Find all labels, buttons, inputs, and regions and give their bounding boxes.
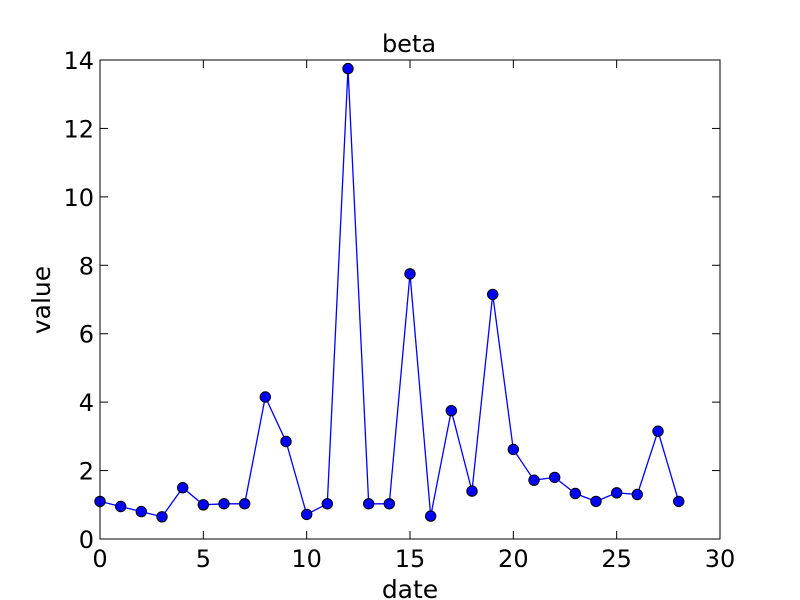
data-point — [611, 487, 623, 499]
data-point — [569, 487, 581, 500]
data-point — [425, 510, 437, 522]
data-point — [342, 62, 354, 75]
data-point — [218, 498, 230, 510]
y-tick-label: 4 — [79, 389, 94, 417]
data-point — [115, 500, 127, 513]
y-tick-label: 2 — [79, 458, 94, 486]
series-line — [99, 68, 680, 518]
data-point — [156, 511, 168, 523]
data-point — [466, 485, 478, 497]
y-tick-label: 6 — [79, 321, 94, 349]
x-axis-label: date — [382, 575, 438, 600]
y-tick-label: 0 — [79, 526, 94, 554]
data-point — [135, 505, 148, 518]
data-point — [363, 498, 375, 510]
y-tick-label: 8 — [79, 252, 94, 280]
data-point — [280, 435, 292, 448]
data-point — [383, 498, 395, 510]
data-point — [404, 268, 416, 280]
data-point — [239, 498, 251, 510]
data-point — [197, 499, 210, 511]
series-layer — [94, 62, 685, 523]
x-tick-label: 0 — [92, 545, 107, 573]
data-point — [487, 288, 499, 301]
x-tick-label: 15 — [395, 545, 426, 573]
y-axis-label: value — [27, 266, 56, 334]
chart-title: beta — [382, 30, 436, 58]
x-tick-label: 30 — [705, 545, 736, 573]
data-point — [445, 405, 457, 417]
data-point — [549, 471, 561, 484]
data-point — [321, 498, 333, 510]
ticks-layer: 0 5 10 15 20 25 30 0 2 4 6 8 10 12 14 — [63, 47, 735, 573]
data-point — [673, 495, 685, 508]
x-tick-label: 5 — [196, 545, 211, 573]
x-tick-label: 20 — [498, 545, 529, 573]
y-tick-label: 14 — [63, 47, 94, 75]
data-point — [507, 443, 519, 456]
x-tick-label: 10 — [291, 545, 322, 573]
plot-frame — [99, 59, 721, 540]
y-tick-label: 10 — [63, 184, 94, 212]
data-point — [177, 482, 189, 494]
data-point — [590, 495, 602, 508]
data-point — [652, 425, 664, 437]
data-point — [528, 474, 540, 486]
data-point — [631, 488, 643, 501]
x-tick-label: 25 — [601, 545, 632, 573]
y-tick-label: 12 — [63, 115, 94, 143]
data-point — [259, 391, 271, 403]
data-point — [301, 508, 313, 521]
